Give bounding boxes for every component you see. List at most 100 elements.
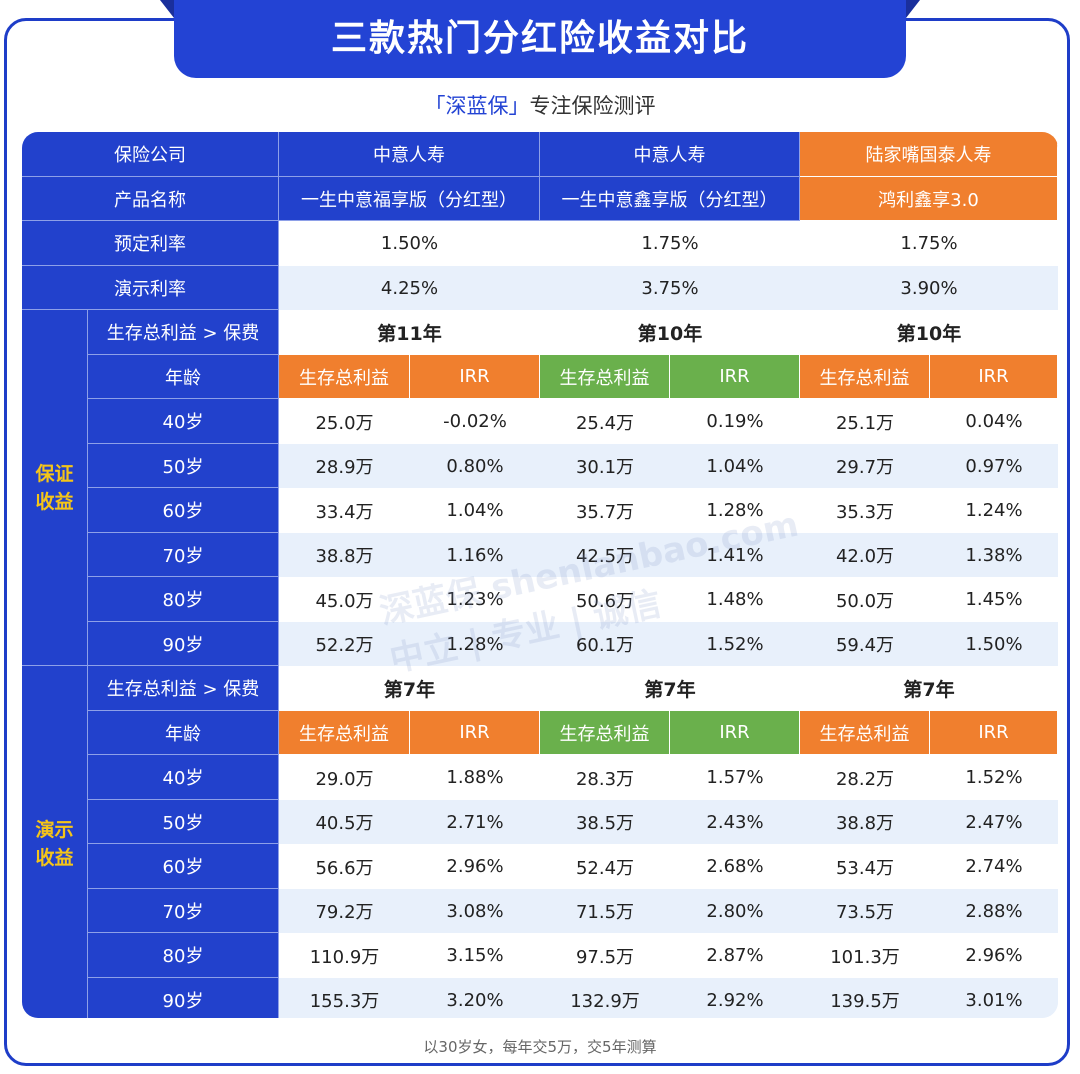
benefit-header: 生存总利益 — [279, 355, 410, 399]
irr-header: IRR — [410, 355, 540, 399]
benefit-value: 97.5万 — [540, 933, 670, 978]
irr-value: 0.19% — [670, 399, 800, 444]
benefit-value: 59.4万 — [800, 622, 930, 666]
comparison-table: 保险公司 产品名称 预定利率 演示利率 中意人寿 一生中意福享版（分红型） 1.50% 4.2… — [22, 132, 1058, 1018]
irr-value: 1.52% — [930, 755, 1058, 800]
benefit-header: 生存总利益 — [800, 355, 930, 399]
irr-value: 1.52% — [670, 622, 800, 666]
irr-value: 2.74% — [930, 844, 1058, 889]
irr-value: 1.04% — [670, 444, 800, 488]
benefit-value: 35.7万 — [540, 488, 670, 533]
breakeven-year: 第10年 — [800, 310, 1058, 355]
age-cell: 60岁 — [88, 844, 279, 889]
section-label: 演示 收益 — [22, 666, 88, 1018]
irr-value: 1.38% — [930, 533, 1058, 577]
benefit-value: 60.1万 — [540, 622, 670, 666]
irr-value: 2.80% — [670, 889, 800, 933]
irr-value: 3.15% — [410, 933, 540, 978]
benefit-header: 生存总利益 — [800, 711, 930, 755]
irr-value: 2.96% — [930, 933, 1058, 978]
benefit-value: 28.9万 — [279, 444, 410, 488]
benefit-value: 132.9万 — [540, 978, 670, 1018]
product-name: 一生中意鑫享版（分红型） — [540, 177, 800, 221]
irr-value: 0.04% — [930, 399, 1058, 444]
benefit-value: 29.7万 — [800, 444, 930, 488]
demo-rate-value: 3.90% — [800, 266, 1058, 310]
irr-value: -0.02% — [410, 399, 540, 444]
benefit-value: 30.1万 — [540, 444, 670, 488]
tagline: 专注保险测评 — [529, 94, 656, 118]
company-name: 陆家嘴国泰人寿 — [800, 132, 1058, 177]
irr-value: 3.01% — [930, 978, 1058, 1018]
irr-value: 2.87% — [670, 933, 800, 978]
irr-value: 1.88% — [410, 755, 540, 800]
label-demo-rate: 演示利率 — [22, 266, 279, 310]
benefit-header: 生存总利益 — [279, 711, 410, 755]
irr-header: IRR — [410, 711, 540, 755]
benefit-value: 40.5万 — [279, 800, 410, 844]
preset-rate-value: 1.75% — [800, 221, 1058, 266]
benefit-value: 155.3万 — [279, 978, 410, 1018]
label-company: 保险公司 — [22, 132, 279, 177]
section-label: 保证 收益 — [22, 310, 88, 666]
benefit-value: 25.0万 — [279, 399, 410, 444]
age-cell: 40岁 — [88, 399, 279, 444]
benefit-header: 生存总利益 — [540, 711, 670, 755]
benefit-value: 52.4万 — [540, 844, 670, 889]
age-cell: 60岁 — [88, 488, 279, 533]
product-name: 一生中意福享版（分红型） — [279, 177, 540, 221]
benefit-value: 38.5万 — [540, 800, 670, 844]
irr-value: 0.80% — [410, 444, 540, 488]
breakeven-year: 第11年 — [279, 310, 540, 355]
benefit-value: 73.5万 — [800, 889, 930, 933]
irr-value: 2.71% — [410, 800, 540, 844]
benefit-value: 45.0万 — [279, 577, 410, 622]
benefit-value: 53.4万 — [800, 844, 930, 889]
benefit-value: 28.2万 — [800, 755, 930, 800]
irr-header: IRR — [930, 355, 1058, 399]
irr-value: 2.68% — [670, 844, 800, 889]
company-name: 中意人寿 — [279, 132, 540, 177]
benefit-value: 33.4万 — [279, 488, 410, 533]
irr-value: 2.92% — [670, 978, 800, 1018]
age-cell: 70岁 — [88, 889, 279, 933]
page-title: 三款热门分红险收益对比 — [160, 0, 920, 78]
breakeven-year: 第10年 — [540, 310, 800, 355]
age-cell: 80岁 — [88, 933, 279, 978]
benefit-value: 38.8万 — [800, 800, 930, 844]
irr-value: 1.57% — [670, 755, 800, 800]
benefit-value: 42.0万 — [800, 533, 930, 577]
benefit-value: 52.2万 — [279, 622, 410, 666]
label-age: 年龄 — [88, 711, 279, 755]
benefit-header: 生存总利益 — [540, 355, 670, 399]
irr-value: 0.97% — [930, 444, 1058, 488]
irr-header: IRR — [930, 711, 1058, 755]
benefit-value: 38.8万 — [279, 533, 410, 577]
benefit-value: 28.3万 — [540, 755, 670, 800]
product-name: 鸿利鑫享3.0 — [800, 177, 1058, 221]
irr-value: 2.43% — [670, 800, 800, 844]
preset-rate-value: 1.50% — [279, 221, 540, 266]
breakeven-year: 第7年 — [279, 666, 540, 711]
benefit-value: 79.2万 — [279, 889, 410, 933]
irr-value: 1.41% — [670, 533, 800, 577]
age-cell: 80岁 — [88, 577, 279, 622]
preset-rate-value: 1.75% — [540, 221, 800, 266]
irr-value: 1.48% — [670, 577, 800, 622]
age-cell: 70岁 — [88, 533, 279, 577]
footnote: 以30岁女，每年交5万，交5年测算 — [423, 1038, 657, 1056]
benefit-value: 110.9万 — [279, 933, 410, 978]
benefit-value: 25.1万 — [800, 399, 930, 444]
benefit-value: 71.5万 — [540, 889, 670, 933]
irr-value: 1.28% — [410, 622, 540, 666]
label-breakeven: 生存总利益 > 保费 — [88, 666, 279, 711]
irr-value: 3.20% — [410, 978, 540, 1018]
breakeven-year: 第7年 — [800, 666, 1058, 711]
irr-value: 1.24% — [930, 488, 1058, 533]
benefit-value: 139.5万 — [800, 978, 930, 1018]
irr-value: 2.96% — [410, 844, 540, 889]
label-age: 年龄 — [88, 355, 279, 399]
irr-value: 1.28% — [670, 488, 800, 533]
benefit-value: 42.5万 — [540, 533, 670, 577]
label-preset-rate: 预定利率 — [22, 221, 279, 266]
